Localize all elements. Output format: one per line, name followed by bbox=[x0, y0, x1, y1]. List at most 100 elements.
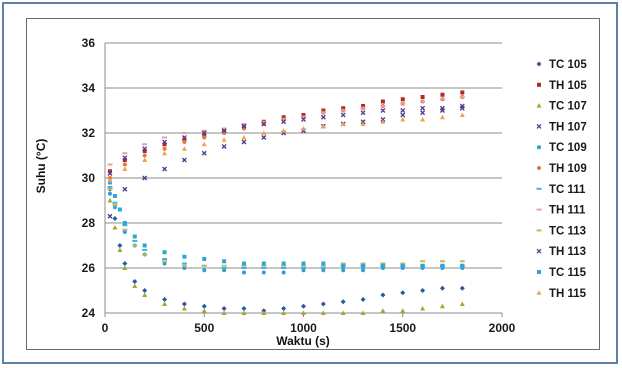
data-point bbox=[360, 262, 366, 265]
axes: 24 26 28 30 32 34 36 0 500 1000 1500 2000 bbox=[82, 36, 516, 335]
data-point bbox=[420, 100, 426, 103]
data-point bbox=[162, 250, 167, 255]
data-point bbox=[400, 262, 406, 265]
data-point bbox=[112, 194, 117, 198]
data-point bbox=[420, 110, 426, 116]
data-point bbox=[181, 301, 187, 307]
data-point bbox=[320, 264, 326, 267]
legend-marker bbox=[536, 248, 542, 254]
data-point bbox=[281, 128, 287, 133]
data-point bbox=[162, 139, 168, 145]
data-point bbox=[107, 213, 113, 219]
data-point bbox=[132, 240, 138, 242]
data-point bbox=[439, 285, 445, 291]
legend-label: TC 105 bbox=[549, 59, 587, 71]
data-point bbox=[341, 268, 346, 273]
legend-label: TH 113 bbox=[549, 246, 586, 258]
data-point bbox=[241, 123, 247, 129]
data-point bbox=[281, 119, 287, 125]
data-point bbox=[241, 123, 247, 125]
data-point bbox=[440, 263, 445, 268]
data-point bbox=[340, 121, 346, 126]
data-point bbox=[281, 261, 286, 266]
legend-label: TH 105 bbox=[549, 80, 587, 92]
y-axis-label: Suhu (°C) bbox=[34, 139, 48, 194]
data-point bbox=[202, 257, 207, 261]
data-point bbox=[181, 264, 187, 267]
data-point bbox=[281, 264, 287, 267]
data-point bbox=[361, 104, 366, 108]
data-point bbox=[459, 112, 465, 117]
data-point bbox=[122, 224, 128, 227]
x-tick-label: 1000 bbox=[290, 321, 317, 335]
data-point bbox=[182, 137, 187, 142]
legend-label: TC 107 bbox=[549, 101, 587, 113]
data-point bbox=[201, 264, 207, 267]
data-point bbox=[142, 253, 148, 256]
data-point bbox=[400, 117, 406, 122]
data-point bbox=[107, 163, 113, 166]
data-point bbox=[122, 186, 128, 192]
y-tick-label: 36 bbox=[82, 36, 96, 50]
data-point bbox=[420, 95, 425, 99]
data-point bbox=[221, 310, 227, 315]
legend-label: TH 111 bbox=[549, 205, 586, 217]
y-tick-label: 30 bbox=[82, 171, 96, 185]
data-point bbox=[301, 126, 306, 131]
data-point bbox=[459, 103, 465, 109]
data-point bbox=[321, 261, 326, 266]
data-point bbox=[112, 225, 118, 230]
legend-entry: TC 109 bbox=[537, 142, 587, 154]
data-point bbox=[142, 249, 148, 251]
data-point bbox=[122, 158, 127, 162]
data-point bbox=[112, 205, 117, 210]
data-point bbox=[360, 107, 366, 110]
data-point bbox=[341, 263, 346, 268]
scatter-chart: 24 26 28 30 32 34 36 0 500 1000 1500 2000 TC 105 TH … bbox=[34, 36, 587, 348]
x-axis-label: Waktu (s) bbox=[276, 334, 330, 348]
data-point bbox=[261, 267, 267, 269]
data-point bbox=[221, 306, 227, 311]
data-point bbox=[221, 267, 227, 269]
data-point bbox=[281, 115, 286, 120]
data-point bbox=[301, 310, 306, 315]
data-point bbox=[221, 127, 227, 130]
x-tick-label: 1500 bbox=[389, 321, 416, 335]
data-point bbox=[107, 191, 112, 196]
data-point bbox=[117, 243, 123, 248]
data-point bbox=[142, 288, 148, 293]
series-th-105 bbox=[107, 90, 465, 174]
data-point bbox=[221, 137, 227, 142]
data-point bbox=[142, 175, 148, 181]
data-point bbox=[182, 266, 187, 270]
data-point bbox=[132, 279, 138, 284]
data-point bbox=[301, 116, 306, 119]
data-point bbox=[241, 261, 246, 266]
data-point bbox=[122, 230, 127, 234]
data-point bbox=[361, 263, 366, 268]
data-point bbox=[439, 260, 445, 263]
data-point bbox=[241, 264, 247, 267]
data-point bbox=[320, 114, 326, 120]
data-point bbox=[380, 308, 386, 313]
data-point bbox=[459, 301, 465, 306]
data-point bbox=[201, 129, 207, 132]
gridlines bbox=[105, 42, 502, 314]
series-th-113 bbox=[107, 103, 465, 176]
data-point bbox=[142, 292, 148, 297]
data-point bbox=[301, 113, 306, 117]
data-point bbox=[221, 128, 227, 134]
data-point bbox=[107, 169, 112, 174]
data-point bbox=[122, 265, 128, 270]
legend-marker bbox=[536, 187, 542, 190]
data-point bbox=[420, 306, 426, 311]
data-point bbox=[162, 301, 168, 306]
legend-label: TH 109 bbox=[549, 163, 587, 175]
data-point bbox=[181, 306, 187, 311]
data-point bbox=[320, 301, 326, 307]
data-point bbox=[261, 120, 267, 123]
legend-entry: TC 111 bbox=[536, 184, 586, 196]
series-tc-111 bbox=[107, 186, 465, 269]
data-point bbox=[241, 267, 247, 269]
data-point bbox=[320, 111, 326, 114]
